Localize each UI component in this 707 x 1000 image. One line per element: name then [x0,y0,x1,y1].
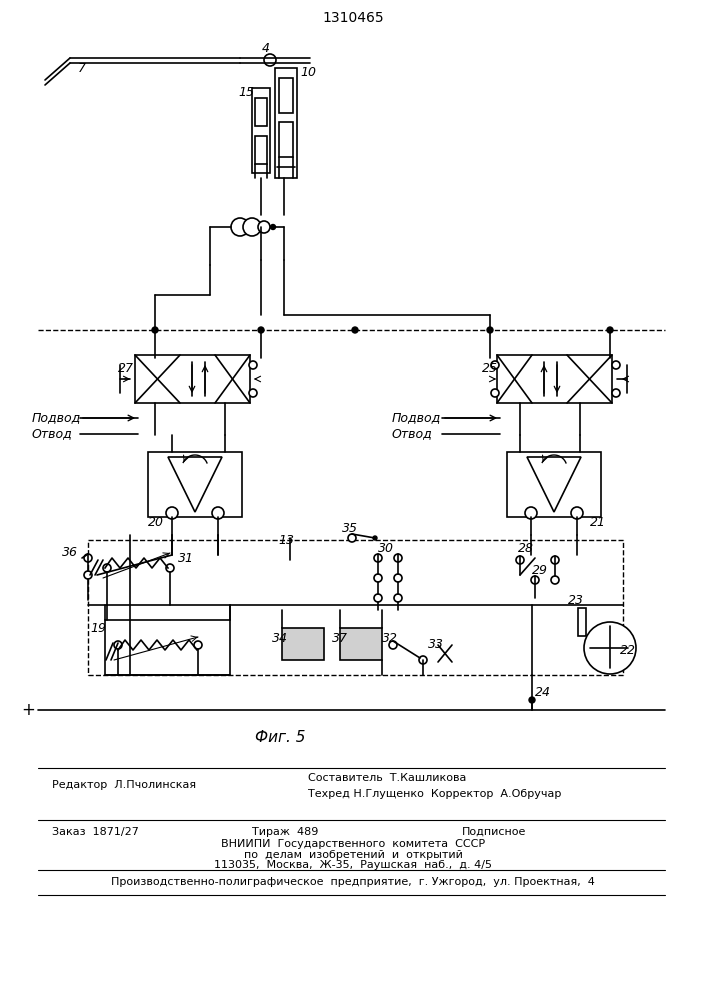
Bar [148,452,242,517]
Bar [88,540,623,675]
Bar [105,620,230,675]
Circle shape [243,218,261,236]
Circle shape [152,327,158,333]
Circle shape [612,389,620,397]
Text: 21: 21 [590,516,606,528]
Circle shape [394,594,402,602]
Bar [279,78,293,113]
Text: 25: 25 [482,361,498,374]
Text: Составитель  Т.Кашликова: Составитель Т.Кашликова [308,773,467,783]
Text: Подвод: Подвод [392,412,441,424]
Text: 113035,  Москва,  Ж-35,  Раушская  наб.,  д. 4/5: 113035, Москва, Ж-35, Раушская наб., д. … [214,860,492,870]
Circle shape [84,554,92,562]
Circle shape [348,534,356,542]
Circle shape [584,622,636,674]
Bar [135,355,250,403]
Circle shape [531,576,539,584]
Text: 13: 13 [278,534,294,546]
Circle shape [607,327,613,333]
Text: Фиг. 5: Фиг. 5 [255,730,305,746]
Circle shape [212,507,224,519]
Circle shape [529,697,535,703]
Text: 22: 22 [620,644,636,656]
Text: 28: 28 [518,542,534,554]
Circle shape [491,361,499,369]
Text: Производственно-полиграфическое  предприятие,  г. Ужгород,  ул. Проектная,  4: Производственно-полиграфическое предприя… [111,877,595,887]
Bar [255,98,267,126]
Text: 20: 20 [148,516,164,528]
Text: 31: 31 [178,552,194,564]
Text: Подвод: Подвод [32,412,81,424]
Circle shape [114,641,122,649]
Bar [340,628,382,660]
Circle shape [491,389,499,397]
Circle shape [487,327,493,333]
Circle shape [103,564,111,572]
Text: 30: 30 [378,542,394,554]
Bar [282,628,324,660]
Text: ВНИИПИ  Государственного  комитета  СССР: ВНИИПИ Государственного комитета СССР [221,839,485,849]
Bar [252,88,270,173]
Circle shape [389,641,397,649]
Circle shape [419,656,427,664]
Text: Отвод: Отвод [32,428,73,440]
Circle shape [612,361,620,369]
Text: 10: 10 [300,66,316,79]
Bar [578,608,586,636]
Text: 23: 23 [568,593,584,606]
Circle shape [394,574,402,582]
Circle shape [394,554,402,562]
Circle shape [374,574,382,582]
Text: 29: 29 [532,564,548,576]
Circle shape [516,556,524,564]
Circle shape [84,571,92,579]
Text: 34: 34 [272,632,288,645]
Circle shape [258,327,264,333]
Circle shape [249,389,257,397]
Circle shape [231,218,249,236]
Text: 4: 4 [262,41,270,54]
Text: Подписное: Подписное [462,827,527,837]
Text: Редактор  Л.Пчолинская: Редактор Л.Пчолинская [52,780,196,790]
Circle shape [352,327,358,333]
Bar [507,452,601,517]
Text: 1310465: 1310465 [322,11,384,25]
Circle shape [525,507,537,519]
Text: 15: 15 [238,86,254,99]
Bar [497,355,612,403]
Text: 35: 35 [342,522,358,534]
Text: 7: 7 [78,62,86,75]
Text: 36: 36 [62,546,78,558]
Circle shape [271,225,276,230]
Circle shape [374,554,382,562]
Bar [279,122,293,157]
Circle shape [551,576,559,584]
Text: 33: 33 [428,639,444,652]
Circle shape [551,556,559,564]
Text: 32: 32 [382,632,398,645]
Text: +: + [21,701,35,719]
Circle shape [166,564,174,572]
Circle shape [373,536,377,540]
Circle shape [249,361,257,369]
Text: 37: 37 [332,632,348,645]
Text: Тираж  489: Тираж 489 [252,827,318,837]
Circle shape [374,594,382,602]
Text: 27: 27 [118,361,134,374]
Circle shape [258,221,270,233]
Text: по  делам  изобретений  и  открытий: по делам изобретений и открытий [244,850,462,860]
Circle shape [166,507,178,519]
Text: Заказ  1871/27: Заказ 1871/27 [52,827,139,837]
Bar [255,136,267,164]
Bar [275,68,297,178]
Circle shape [264,54,276,66]
Circle shape [194,641,202,649]
Text: 19: 19 [90,621,106,635]
Text: Отвод: Отвод [392,428,433,440]
Text: Техред Н.Глущенко  Корректор  А.Обручар: Техред Н.Глущенко Корректор А.Обручар [308,789,561,799]
Circle shape [571,507,583,519]
Text: 24: 24 [535,686,551,698]
